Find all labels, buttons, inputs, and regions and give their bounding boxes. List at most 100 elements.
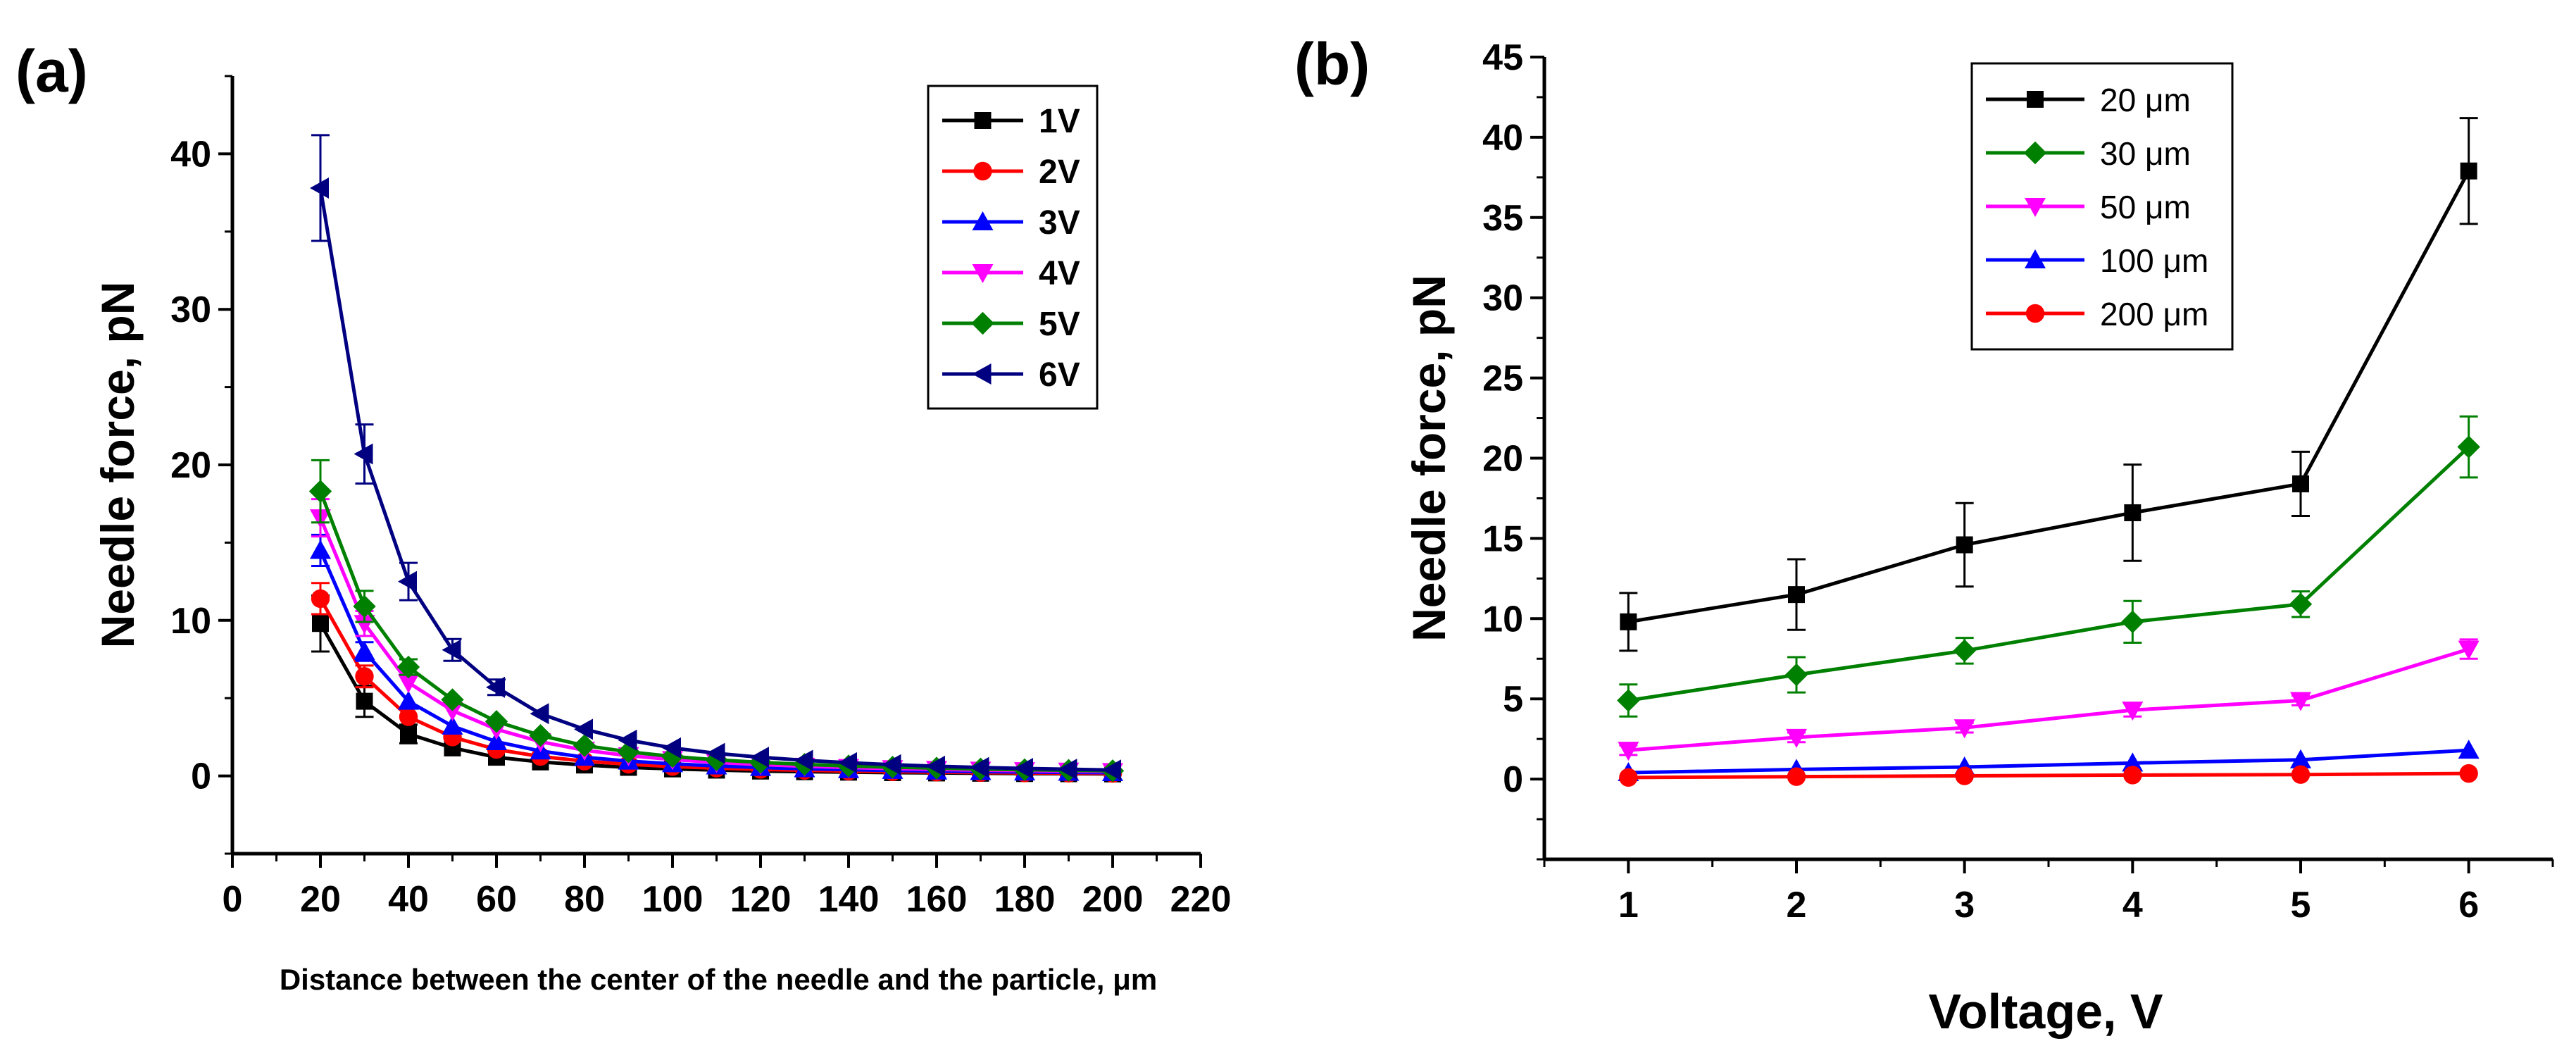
x-tick-label: 140 [818,879,880,920]
data-point [794,749,813,771]
x-tick-label: 160 [906,879,968,920]
series-5V [308,459,1125,783]
data-point [2122,752,2144,772]
data-point [1619,768,1638,787]
x-tick-label: 20 [300,879,341,920]
series-line [1627,445,2470,702]
legend-label: 4V [1039,255,1080,292]
series-200-μm [1619,764,2478,787]
legend-label: 30 μm [2100,135,2191,172]
data-point [310,540,331,559]
x-axis-title: Distance between the center of the needl… [280,963,1157,996]
data-point [1955,766,1974,785]
data-point [310,177,329,199]
data-point [970,756,989,778]
legend-swatch-marker [972,211,994,230]
series-6V [310,134,1121,781]
x-tick-label: 4 [2122,885,2143,926]
data-point [398,571,417,592]
legend-swatch-marker [972,363,992,385]
legend-label: 6V [1039,356,1080,394]
data-point [926,755,945,777]
series-20-μm [1619,117,2478,652]
data-point [2292,475,2309,492]
panel-label: (a) [15,38,88,104]
data-point [573,734,596,757]
data-point [311,589,330,609]
data-point [574,718,593,740]
data-point [1058,759,1077,780]
data-point [2124,504,2142,521]
data-point [2291,765,2311,784]
y-tick-label: 40 [1482,118,1523,158]
data-point [2459,764,2478,783]
x-tick-label: 60 [476,879,517,920]
data-point [400,725,417,742]
y-tick-label: 40 [170,134,211,175]
data-point [1953,719,1975,739]
x-tick-label: 0 [223,879,243,920]
y-tick-label: 0 [1503,759,1523,800]
data-point [838,752,857,773]
data-point [1956,536,1973,554]
y-tick-label: 5 [1503,679,1523,720]
data-point [1014,758,1033,780]
y-axis-title: Needle force, pN [1403,275,1455,642]
x-tick-label: 5 [2291,885,2311,926]
legend-swatch-marker [2023,141,2047,165]
data-point [355,667,374,686]
x-tick-label: 100 [642,879,704,920]
data-point [312,615,329,633]
data-point [1620,613,1637,630]
legend-swatch-marker [2025,249,2046,268]
data-point [2289,592,2313,616]
data-point [1618,742,1639,761]
legend-label: 100 μm [2100,242,2208,279]
data-point [396,655,420,679]
y-tick-label: 20 [1482,439,1523,480]
panel-a: (a) 0 10 20 30 40 0 20 40 60 80 100 120 140 160 180 200 2… [15,38,1231,996]
data-point [2457,435,2480,459]
series-line [1628,771,2469,780]
data-point [486,731,507,751]
x-tick-label: 6 [2458,885,2479,926]
series-3V [310,533,1123,781]
legend-swatch-marker [2025,304,2045,323]
legend-label: 50 μm [2100,189,2191,225]
x-tick-label: 80 [564,879,605,920]
data-point [398,690,419,710]
legend-frame [927,85,1099,410]
legend-label: 2V [1039,154,1080,191]
legend-label: 5V [1039,306,1080,343]
legend: 1V 2V 3V 4V 5V 6V [927,85,1099,410]
data-point [2123,766,2142,785]
legend-swatch-marker [2027,91,2044,108]
legend-swatch-marker [2025,198,2046,217]
data-point [529,723,552,747]
series-line [1628,748,2469,775]
data-point [1102,759,1121,781]
y-tick-label: 25 [1482,359,1523,399]
data-point [2122,702,2144,721]
data-point [2458,740,2480,759]
data-point [1617,689,1640,712]
y-tick-label: 35 [1482,198,1523,239]
series-line [1628,647,2470,752]
data-point [1784,663,1808,687]
x-tick-label: 120 [730,879,792,920]
x-tick-label: 1 [1618,885,1639,926]
y-tick-label: 15 [1482,518,1523,559]
y-tick-label: 30 [170,289,211,330]
data-point [398,674,419,694]
data-point [2460,162,2477,180]
legend-label: 200 μm [2100,296,2208,332]
legend-label: 20 μm [2100,82,2191,118]
y-tick-label: 45 [1482,37,1523,78]
legend-label: 1V [1039,103,1080,140]
data-point [1786,728,1807,748]
data-point [354,640,375,660]
data-point [618,729,637,751]
data-point [2290,692,2311,711]
legend-swatch-marker [972,264,994,283]
